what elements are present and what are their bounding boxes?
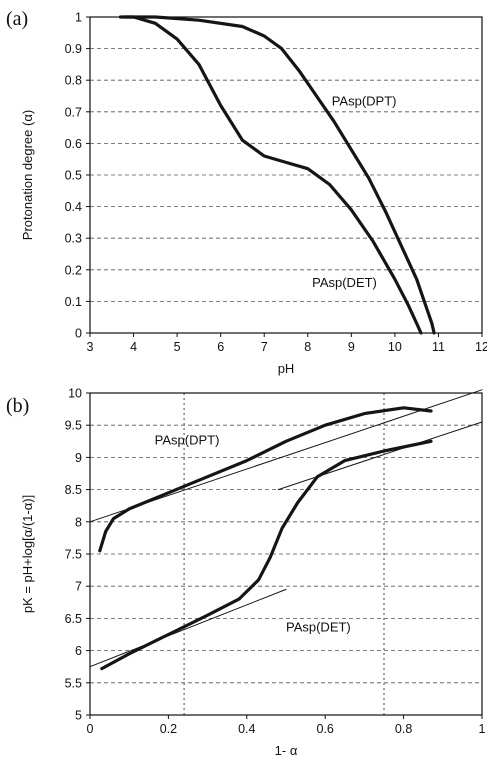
y-tick-label: 9.5 [65,419,82,433]
x-tick-label: 5 [174,340,181,354]
x-tick-label: 10 [388,340,402,354]
y-tick-label: 1 [75,11,82,25]
y-tick-label: 6 [75,644,82,658]
x-tick-label: 0 [87,722,94,736]
x-tick-label: 9 [348,340,355,354]
y-tick-label: 8 [75,515,82,529]
series-label-det: PAsp(DET) [286,619,351,634]
x-tick-label: 0.6 [317,722,334,736]
series-line-pasp-dpt [98,406,433,553]
x-tick-label: 8 [304,340,311,354]
series-line-pasp-det [118,15,423,335]
y-tick-label: 0.7 [65,105,82,119]
x-tick-label: 6 [217,340,224,354]
chart-a-svg: 0 0.1 0.2 0.3 0.4 0.5 0.6 0.7 0.8 0.9 1 3 4 5 6 7 8 9 10 11… [20,11,487,377]
x-axis-label: pH [278,361,295,376]
fit-line-pasp-det-linear-fit [89,588,287,668]
y-tick-label: 9 [75,451,82,465]
y-axis-label: Protonation degree (α) [20,110,35,240]
y-tick-label: 6.5 [65,612,82,626]
x-tick-label: 1 [479,722,486,736]
y-tick-label: 0.8 [65,74,82,88]
fit-line-pasp-dpt-linear-fit [89,389,483,523]
fit-line-pasp-det-upper-fit [277,421,483,491]
x-tick-label: 0.4 [238,722,255,736]
y-tick-label: 7 [75,580,82,594]
x-tick-label: 11 [432,340,445,354]
x-tick-label: 12 [475,340,487,354]
plot-area: 0 0.1 0.2 0.3 0.4 0.5 0.6 0.7 0.8 0.9 1 3 4 5 6 7 8 9 10 11… [65,11,487,355]
y-tick-label: 5.5 [65,676,82,690]
y-tick-label: 0.4 [65,200,82,214]
x-tick-label: 0.2 [160,722,177,736]
series-line-pasp-det [100,439,433,671]
panel-a-label: (a) [6,8,29,30]
x-tick-label: 4 [130,340,137,354]
series-label-dpt: PAsp(DPT) [332,93,397,108]
series-line-pasp-dpt [123,15,436,335]
y-tick-label: 5 [75,709,82,723]
y-tick-label: 0.2 [65,263,82,277]
plot-area: 5 5.5 6 6.5 7 7.5 8 8.5 9 9.5 10 0 0.2 0.4 0.6 0.8 1 [65,387,486,737]
series-label-det: PAsp(DET) [312,275,377,290]
x-axis-label: 1- α [275,743,298,758]
y-tick-label: 10 [68,387,82,401]
panel-b: (b) 5 5.5 6 6.5 7 7.5 8 8.5 9 9.5 10 0 0.2 0.4 0.6 0.8 1… [0,385,487,769]
y-tick-label: 0.1 [65,295,82,309]
plot-frame [89,16,483,334]
x-tick-label: 0.8 [395,722,412,736]
plot-frame [89,392,483,716]
y-tick-label: 0.9 [65,42,82,56]
chart-b-svg: 5 5.5 6 6.5 7 7.5 8 8.5 9 9.5 10 0 0.2 0.4 0.6 0.8 1 1- … [20,387,486,759]
y-tick-label: 7.5 [65,548,82,562]
y-tick-label: 0.5 [65,169,82,183]
y-tick-label: 0.6 [65,137,82,151]
x-tick-label: 3 [87,340,94,354]
panel-b-label: (b) [6,395,30,417]
y-axis-label: pK = pH+log[α/(1-α)] [20,495,35,613]
panel-a: (a) 0 0.1 0.2 0.3 0.4 0.5 0.6 0.7 0.8 0.9 1 3 4 5 6 7 8 9… [6,8,487,377]
y-tick-label: 0.3 [65,232,82,246]
series-label-dpt: PAsp(DPT) [155,433,220,448]
y-tick-label: 8.5 [65,483,82,497]
y-tick-label: 0 [75,327,82,341]
x-tick-label: 7 [261,340,268,354]
